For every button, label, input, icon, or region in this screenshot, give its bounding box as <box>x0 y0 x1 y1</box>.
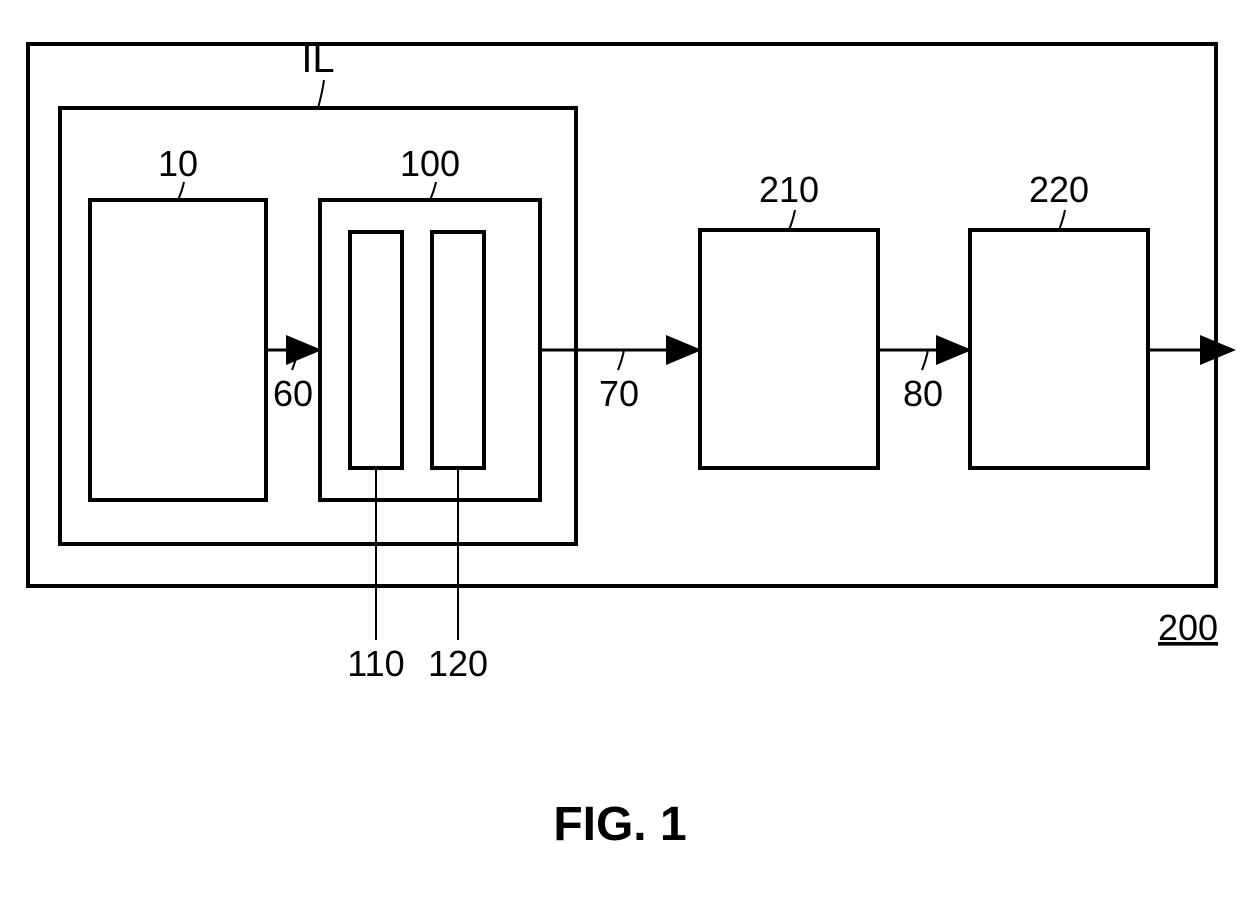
label-100: 100 <box>400 143 460 184</box>
arrow-80-tick <box>922 350 928 370</box>
label-220: 220 <box>1029 169 1089 210</box>
outer-box <box>28 44 1216 586</box>
label-80: 80 <box>903 373 943 414</box>
block-210 <box>700 230 878 468</box>
arrow-70-tick <box>618 350 624 370</box>
label-10: 10 <box>158 143 198 184</box>
label-210: 210 <box>759 169 819 210</box>
figure-caption: FIG. 1 <box>553 798 686 851</box>
arrow-60-tick <box>292 350 298 370</box>
il-label: IL <box>301 37 334 81</box>
label-120: 120 <box>428 643 488 684</box>
label-60: 60 <box>273 373 313 414</box>
block-220 <box>970 230 1148 468</box>
block-10 <box>90 200 266 500</box>
label-70: 70 <box>599 373 639 414</box>
leader-10 <box>178 182 184 200</box>
leader-210 <box>789 210 795 230</box>
block-110 <box>350 232 402 468</box>
ref-200: 200 <box>1158 607 1218 648</box>
block-120 <box>432 232 484 468</box>
label-110: 110 <box>347 643 404 684</box>
leader-100 <box>430 182 436 200</box>
il-leader <box>318 80 324 108</box>
diagram-svg: 200 IL 10 100 110 120 210 220 60 70 80 F… <box>0 0 1240 906</box>
leader-220 <box>1059 210 1065 230</box>
